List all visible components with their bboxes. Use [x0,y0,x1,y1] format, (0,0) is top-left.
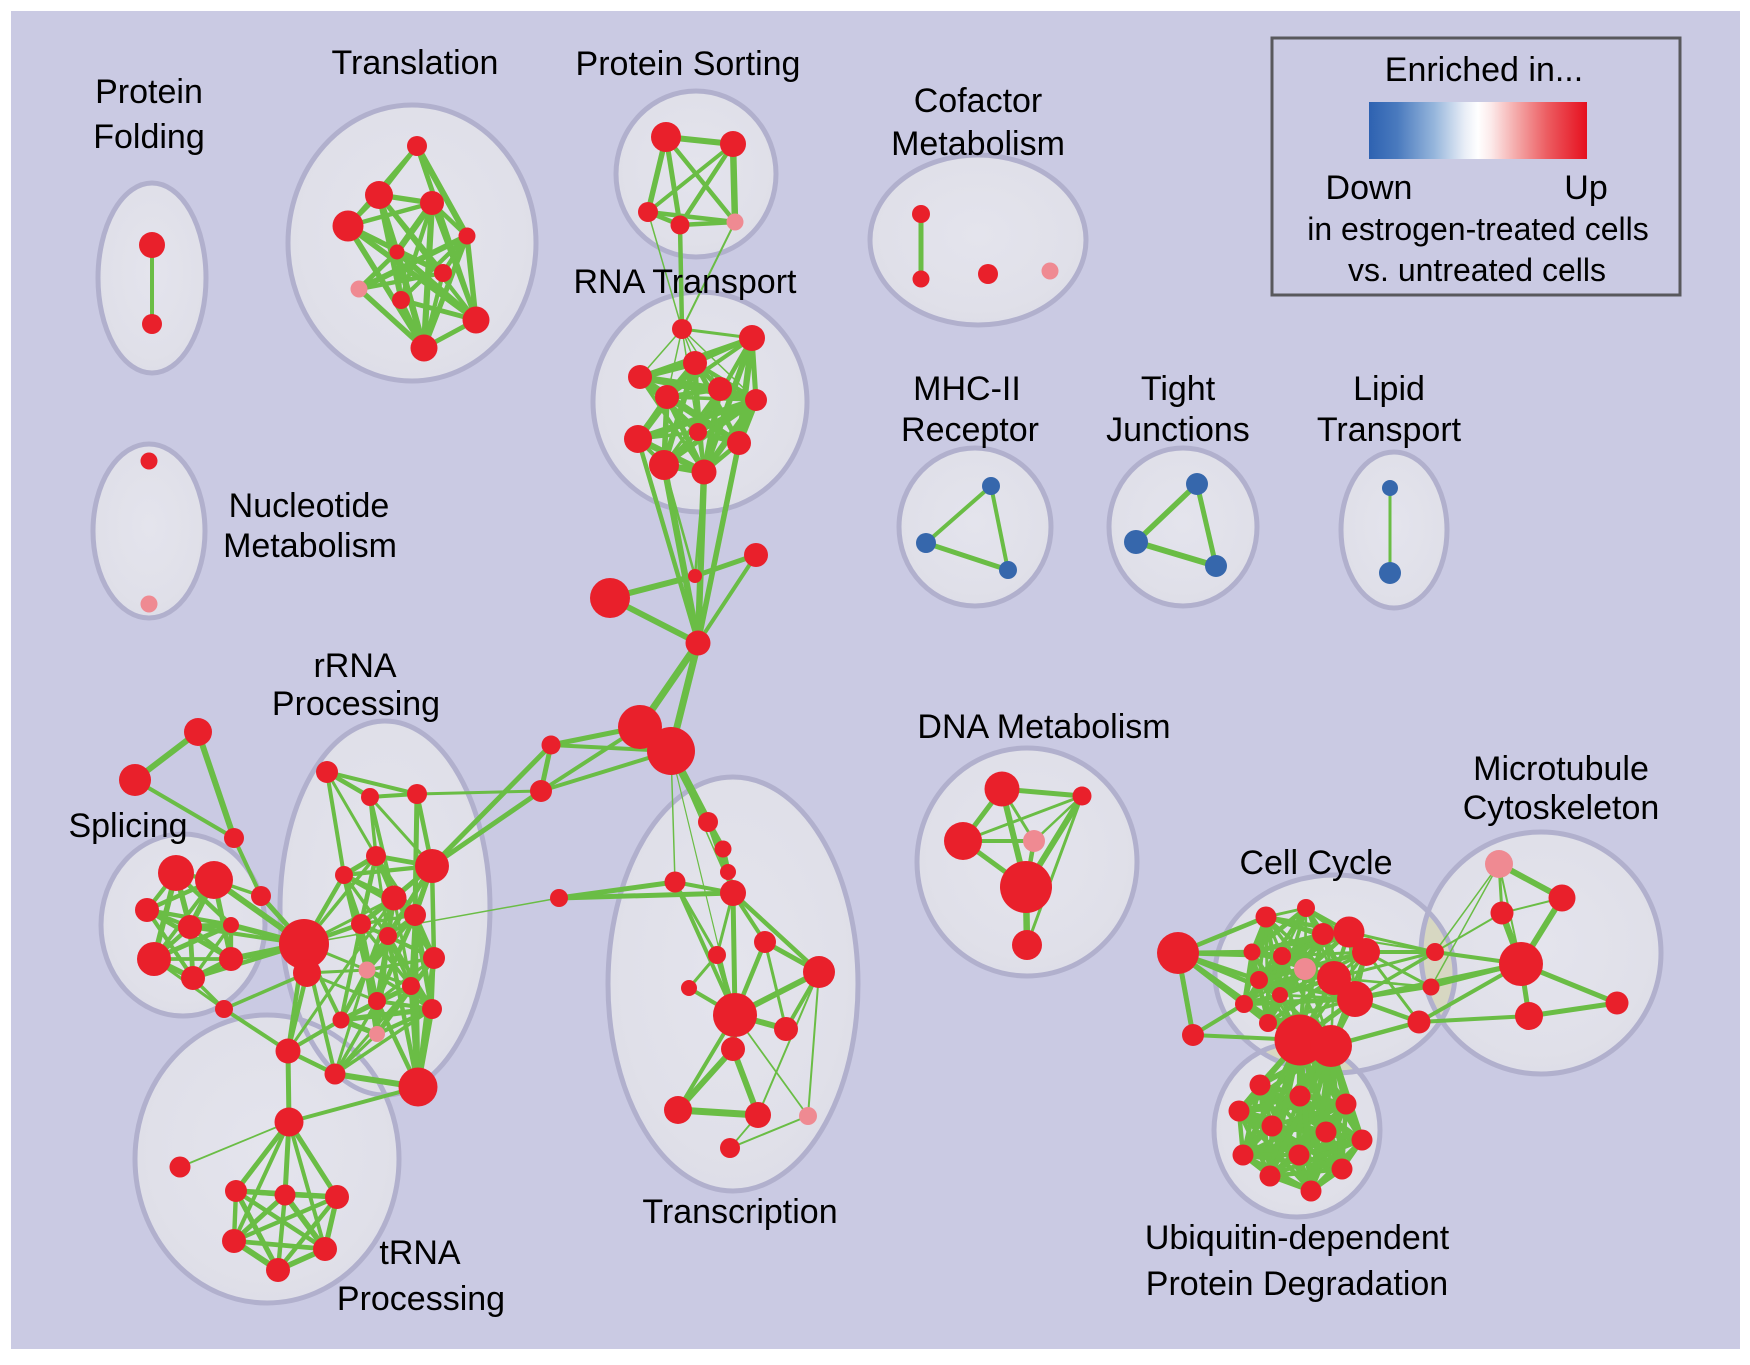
svg-text:rRNA: rRNA [313,647,396,685]
svg-text:tRNA: tRNA [379,1234,461,1272]
svg-text:Tight: Tight [1141,370,1216,408]
svg-text:Enriched in...: Enriched in... [1385,51,1583,89]
svg-text:in estrogen-treated cells: in estrogen-treated cells [1307,211,1649,247]
svg-text:Cytoskeleton: Cytoskeleton [1463,789,1660,827]
svg-text:Transport: Transport [1317,411,1462,449]
svg-text:Down: Down [1326,169,1413,207]
svg-text:Translation: Translation [332,44,499,82]
svg-text:Processing: Processing [272,685,440,723]
svg-text:Junctions: Junctions [1106,411,1250,449]
svg-text:Up: Up [1564,169,1607,207]
svg-text:Cell Cycle: Cell Cycle [1239,844,1392,882]
svg-text:vs. untreated cells: vs. untreated cells [1348,252,1606,288]
svg-text:Microtubule: Microtubule [1473,750,1649,788]
svg-text:Folding: Folding [93,118,205,156]
svg-text:Metabolism: Metabolism [223,527,397,565]
svg-text:Splicing: Splicing [68,807,187,845]
svg-text:Metabolism: Metabolism [891,125,1065,163]
svg-text:Nucleotide: Nucleotide [229,487,390,525]
svg-text:Protein Degradation: Protein Degradation [1146,1265,1448,1303]
svg-text:Processing: Processing [337,1280,505,1318]
svg-text:Protein: Protein [95,73,203,111]
svg-text:MHC-II: MHC-II [913,370,1021,408]
svg-text:Ubiquitin-dependent: Ubiquitin-dependent [1145,1219,1450,1257]
svg-text:DNA Metabolism: DNA Metabolism [917,708,1170,746]
svg-text:Receptor: Receptor [901,411,1039,449]
svg-text:Cofactor: Cofactor [914,82,1043,120]
svg-text:Lipid: Lipid [1353,370,1425,408]
svg-text:RNA Transport: RNA Transport [574,263,798,301]
svg-text:Protein Sorting: Protein Sorting [576,45,801,83]
svg-text:Transcription: Transcription [642,1193,837,1231]
